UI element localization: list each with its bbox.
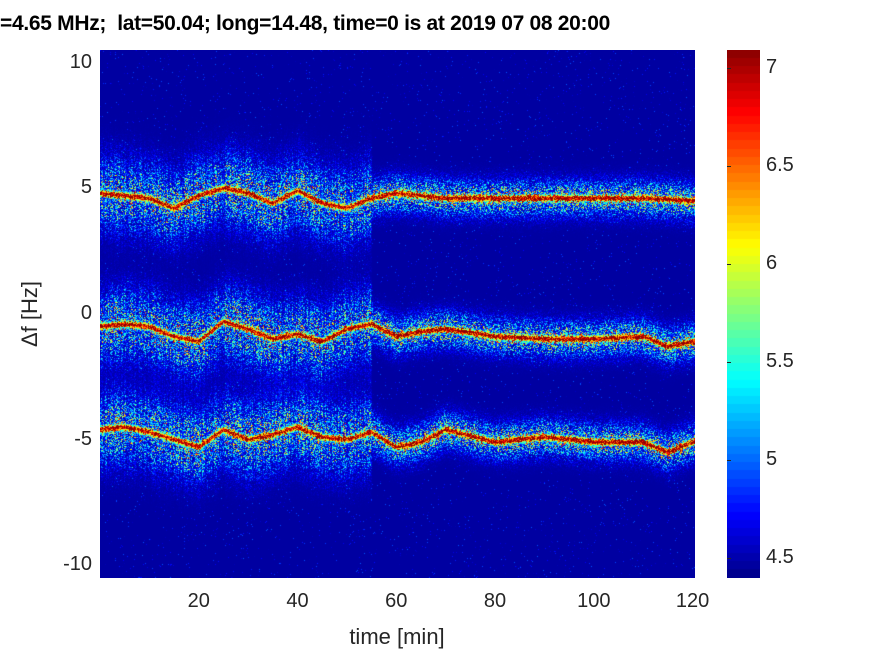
y-tick-label: -5 [74, 427, 92, 450]
colorbar-tick-mark [727, 362, 731, 364]
x-tick-label: 100 [577, 590, 611, 612]
y-tick-label: 10 [69, 50, 92, 73]
y-tick-label: 5 [80, 176, 92, 199]
chart-title: =4.65 MHz; lat=50.04; long=14.48, time=0… [0, 12, 611, 35]
colorbar-tick-label: 5.5 [766, 350, 794, 373]
x-tick-label: 120 [675, 590, 710, 612]
colorbar-tick-mark [727, 165, 731, 167]
colorbar-tick-mark [727, 263, 731, 265]
colorbar-tick-mark [727, 67, 731, 69]
y-tick-label: 0 [80, 302, 92, 324]
y-axis-label: Δf [Hz] [17, 280, 42, 348]
x-axis-label: time [min] [349, 624, 445, 649]
colorbar-tick-label: 5 [766, 448, 778, 471]
x-tick-label: 40 [286, 590, 309, 612]
x-tick-label: 20 [187, 590, 210, 612]
spectrogram-heatmap [100, 50, 695, 578]
colorbar-tick-label: 7 [766, 55, 778, 78]
x-tick-label: 80 [483, 590, 507, 612]
colorbar-tick-label: 4.5 [766, 546, 794, 569]
colorbar-tick-mark [727, 558, 731, 560]
colorbar-tick-label: 6.5 [766, 153, 794, 176]
colorbar-tick-label: 6 [766, 251, 778, 274]
colorbar [727, 50, 760, 578]
y-tick-label: -10 [63, 553, 92, 576]
x-tick-label: 60 [385, 590, 408, 612]
colorbar-tick-mark [727, 460, 731, 462]
